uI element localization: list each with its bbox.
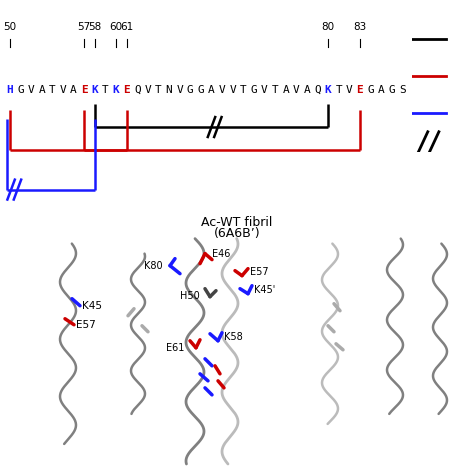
Text: V: V [28, 85, 35, 95]
Text: Ac-WT fibril: Ac-WT fibril [201, 216, 273, 228]
Text: T: T [240, 85, 246, 95]
Text: E57: E57 [250, 267, 269, 277]
Text: A: A [303, 85, 310, 95]
Text: 58: 58 [88, 22, 101, 33]
Text: Q: Q [314, 85, 321, 95]
Text: G: G [198, 85, 204, 95]
Text: K45: K45 [82, 301, 102, 311]
Text: A: A [283, 85, 289, 95]
Text: (6A6B’): (6A6B’) [214, 227, 260, 239]
Text: T: T [49, 85, 56, 95]
Text: H: H [7, 85, 13, 95]
Text: T: T [155, 85, 162, 95]
Text: E57: E57 [76, 320, 96, 330]
Text: 61: 61 [120, 22, 133, 33]
Text: V: V [145, 85, 151, 95]
Text: 83: 83 [353, 22, 366, 33]
Text: V: V [176, 85, 183, 95]
Text: T: T [102, 85, 109, 95]
Text: V: V [261, 85, 268, 95]
Text: Q: Q [134, 85, 141, 95]
Text: 57: 57 [78, 22, 91, 33]
Text: G: G [17, 85, 24, 95]
Text: V: V [293, 85, 300, 95]
Text: G: G [187, 85, 194, 95]
Text: G: G [251, 85, 257, 95]
Text: E: E [123, 85, 130, 95]
Text: G: G [367, 85, 374, 95]
Text: A: A [378, 85, 384, 95]
Text: E: E [356, 85, 363, 95]
Text: S: S [399, 85, 406, 95]
Text: T: T [335, 85, 342, 95]
Text: K45': K45' [254, 285, 275, 295]
Text: A: A [208, 85, 215, 95]
Text: T: T [272, 85, 279, 95]
Text: V: V [229, 85, 236, 95]
Text: N: N [166, 85, 173, 95]
Text: V: V [60, 85, 66, 95]
Text: V: V [219, 85, 226, 95]
Text: K: K [113, 85, 119, 95]
Text: K: K [325, 85, 331, 95]
Text: K: K [91, 85, 98, 95]
Text: E61: E61 [165, 343, 184, 353]
Text: A: A [38, 85, 45, 95]
Text: A: A [70, 85, 77, 95]
Text: E: E [81, 85, 88, 95]
Text: V: V [346, 85, 353, 95]
Text: E46: E46 [212, 249, 230, 259]
Text: K80: K80 [145, 261, 163, 271]
Text: 80: 80 [321, 22, 335, 33]
Text: G: G [388, 85, 395, 95]
Text: K58: K58 [224, 332, 243, 342]
Text: 60: 60 [109, 22, 123, 33]
Text: 50: 50 [3, 22, 17, 33]
Text: H50: H50 [180, 291, 200, 301]
